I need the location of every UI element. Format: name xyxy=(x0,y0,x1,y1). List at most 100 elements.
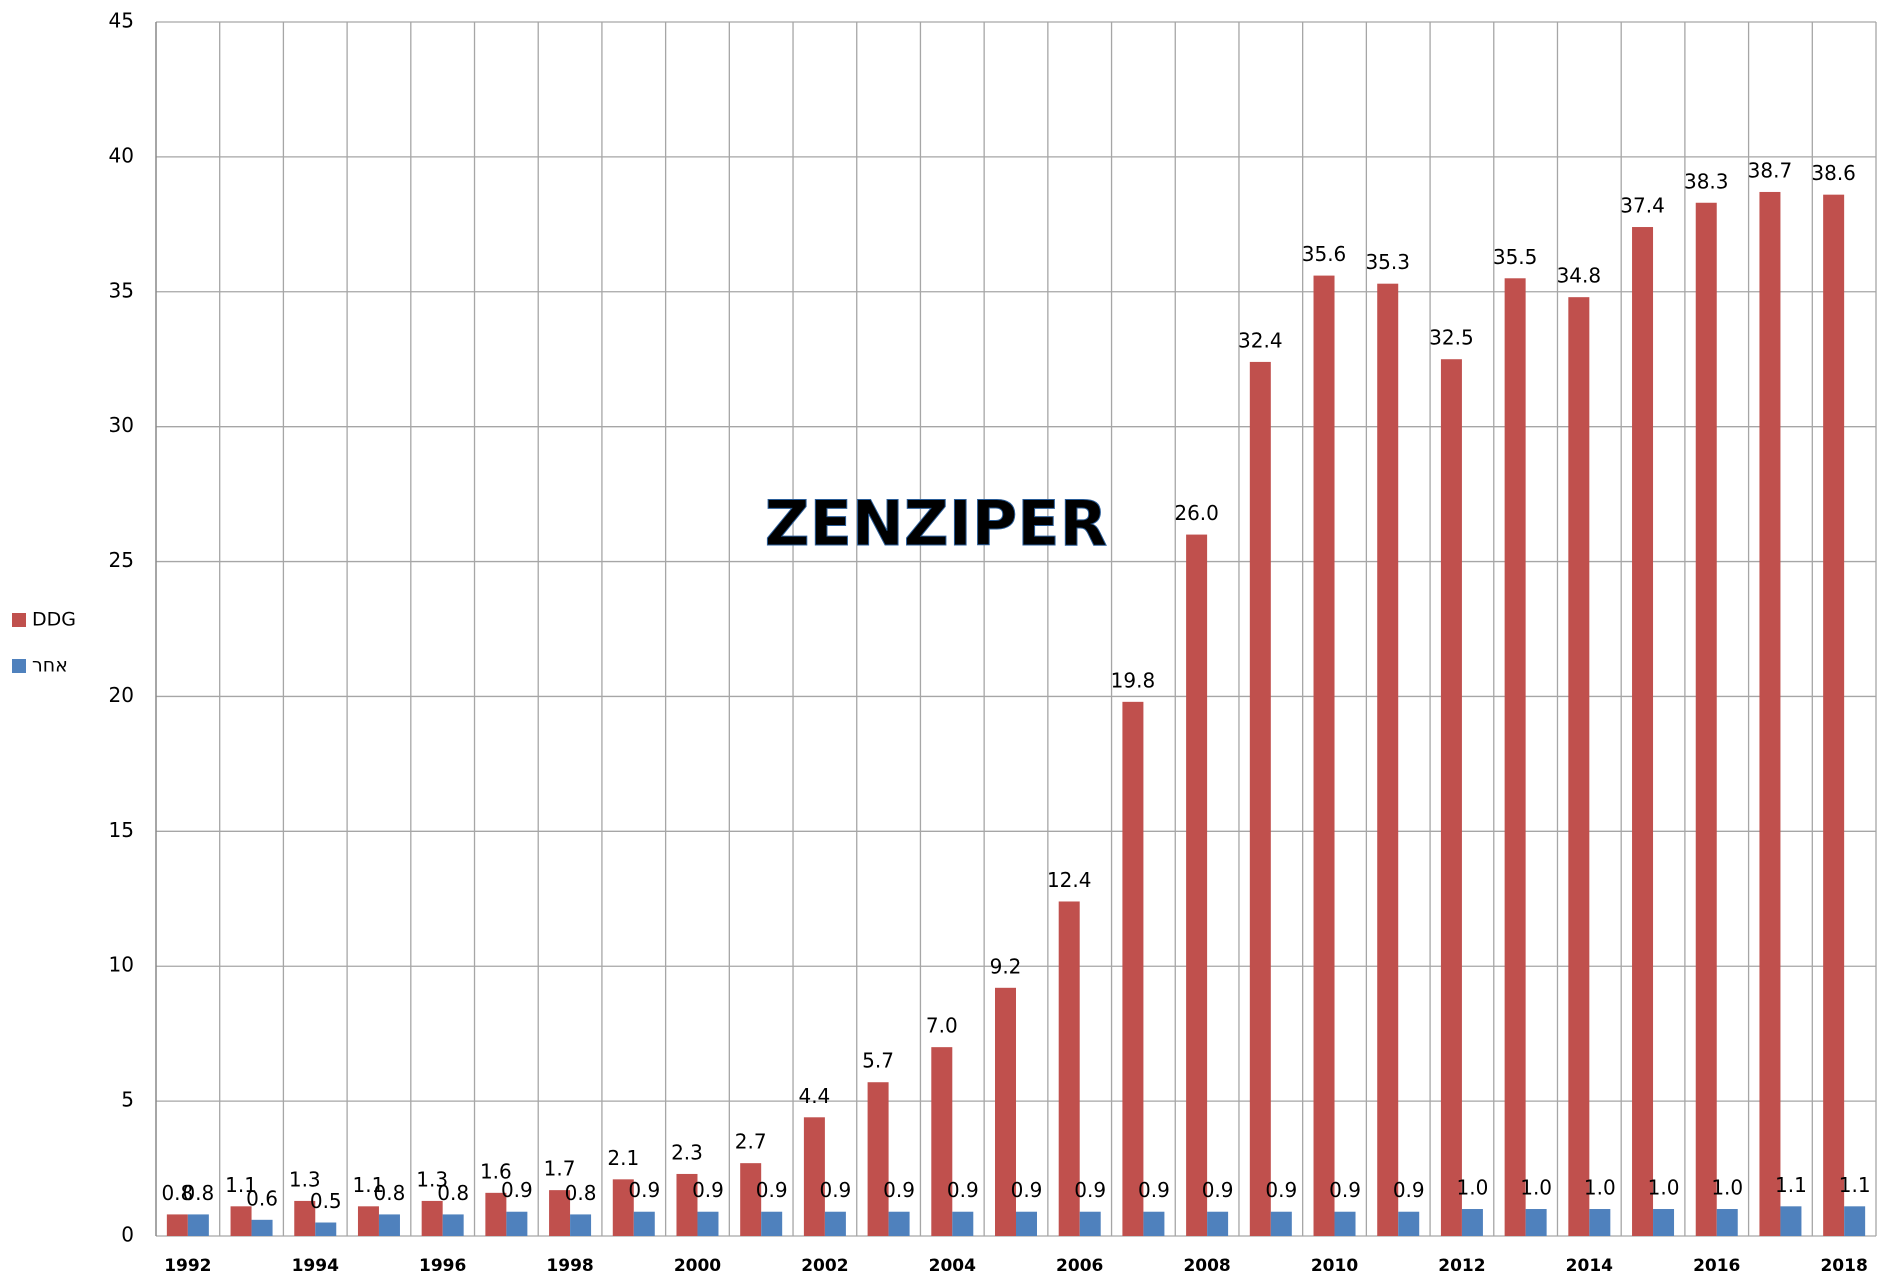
bar xyxy=(1716,1209,1738,1236)
bar xyxy=(995,987,1016,1236)
bar xyxy=(506,1211,528,1236)
bar xyxy=(1461,1209,1483,1236)
x-tick-label: 1994 xyxy=(292,1256,339,1276)
bar xyxy=(251,1219,273,1236)
bar xyxy=(1143,1211,1165,1236)
bar xyxy=(1207,1211,1229,1236)
bar xyxy=(1780,1206,1802,1236)
data-label: 0.9 xyxy=(692,1178,724,1202)
data-label: 0.8 xyxy=(182,1181,214,1205)
data-label: 0.9 xyxy=(819,1178,851,1202)
x-tick-label: 2016 xyxy=(1693,1256,1740,1276)
legend-marker xyxy=(12,659,26,673)
data-label: 2.3 xyxy=(671,1140,703,1164)
data-label: 35.6 xyxy=(1302,242,1347,266)
bar xyxy=(1313,275,1335,1236)
data-label: 7.0 xyxy=(926,1014,958,1038)
data-label: 38.6 xyxy=(1811,161,1856,185)
bar xyxy=(230,1206,252,1236)
bar xyxy=(676,1173,698,1236)
bar xyxy=(1058,901,1080,1236)
data-label: 1.1 xyxy=(225,1173,257,1197)
x-tick-label: 1992 xyxy=(164,1256,211,1276)
bar xyxy=(867,1082,889,1236)
y-tick-label: 30 xyxy=(109,413,134,437)
data-label: 26.0 xyxy=(1174,501,1219,525)
watermark: ZENZIPER xyxy=(765,487,1108,560)
y-tick-label: 35 xyxy=(109,278,134,302)
data-label: 0.9 xyxy=(1265,1178,1297,1202)
bar xyxy=(1079,1211,1101,1236)
bar xyxy=(421,1200,443,1236)
bar xyxy=(1334,1211,1356,1236)
bar xyxy=(803,1117,825,1236)
data-label: 0.9 xyxy=(501,1178,533,1202)
data-label: 1.0 xyxy=(1711,1176,1743,1200)
bar xyxy=(378,1214,400,1236)
bar xyxy=(740,1163,762,1236)
data-label: 1.0 xyxy=(1648,1176,1680,1200)
x-tick-label: 2006 xyxy=(1056,1256,1103,1276)
bar xyxy=(1249,361,1271,1236)
data-label: 1.1 xyxy=(1839,1173,1871,1197)
bar xyxy=(1377,283,1399,1236)
x-tick-label: 2012 xyxy=(1438,1256,1485,1276)
bar xyxy=(1186,534,1208,1236)
bar xyxy=(1844,1206,1866,1236)
data-label: 0.8 xyxy=(565,1181,597,1205)
bar xyxy=(1398,1211,1420,1236)
x-tick-label: 2010 xyxy=(1311,1256,1358,1276)
y-tick-label: 15 xyxy=(109,818,134,842)
x-tick-label: 2014 xyxy=(1566,1256,1613,1276)
data-label: 0.8 xyxy=(161,1181,193,1205)
bar xyxy=(187,1214,209,1236)
bar xyxy=(1504,278,1526,1236)
bar xyxy=(294,1200,316,1236)
data-label: 0.9 xyxy=(756,1178,788,1202)
bar xyxy=(761,1211,783,1236)
bar xyxy=(1525,1209,1547,1236)
x-tick-label: 2002 xyxy=(801,1256,848,1276)
data-label: 2.1 xyxy=(607,1146,639,1170)
data-label: 5.7 xyxy=(862,1049,894,1073)
bar xyxy=(952,1211,974,1236)
data-label: 1.0 xyxy=(1520,1176,1552,1200)
y-tick-label: 0 xyxy=(121,1223,134,1247)
data-label: 34.8 xyxy=(1557,264,1602,288)
data-label: 0.8 xyxy=(437,1181,469,1205)
data-label: 32.5 xyxy=(1429,326,1474,350)
bar xyxy=(166,1214,188,1236)
data-label: 1.7 xyxy=(544,1157,576,1181)
legend-marker xyxy=(12,613,26,627)
bar xyxy=(357,1206,379,1236)
data-label: 35.3 xyxy=(1365,250,1410,274)
bar xyxy=(824,1211,846,1236)
bar xyxy=(1632,227,1654,1236)
data-label: 9.2 xyxy=(990,954,1022,978)
data-label: 0.9 xyxy=(1074,1178,1106,1202)
bar xyxy=(888,1211,910,1236)
data-label: 19.8 xyxy=(1111,668,1156,692)
y-tick-label: 45 xyxy=(109,9,134,33)
data-label: 0.8 xyxy=(374,1181,406,1205)
x-tick-label: 2004 xyxy=(929,1256,976,1276)
data-label: 4.4 xyxy=(798,1084,830,1108)
data-label: 38.7 xyxy=(1748,158,1793,182)
data-label: 0.9 xyxy=(1329,1178,1361,1202)
data-label: 38.3 xyxy=(1684,169,1729,193)
data-label: 1.1 xyxy=(353,1173,385,1197)
bar xyxy=(1270,1211,1292,1236)
data-label: 1.1 xyxy=(1775,1173,1807,1197)
data-label: 1.6 xyxy=(480,1159,512,1183)
data-label: 1.3 xyxy=(289,1167,321,1191)
bar xyxy=(931,1047,953,1236)
x-tick-label: 2008 xyxy=(1183,1256,1230,1276)
bar xyxy=(1759,191,1781,1237)
x-tick-label: 1996 xyxy=(419,1256,466,1276)
bar xyxy=(1653,1209,1675,1236)
data-label: 1.3 xyxy=(416,1167,448,1191)
data-label: 32.4 xyxy=(1238,328,1283,352)
bar xyxy=(612,1179,634,1236)
bar xyxy=(485,1192,507,1236)
